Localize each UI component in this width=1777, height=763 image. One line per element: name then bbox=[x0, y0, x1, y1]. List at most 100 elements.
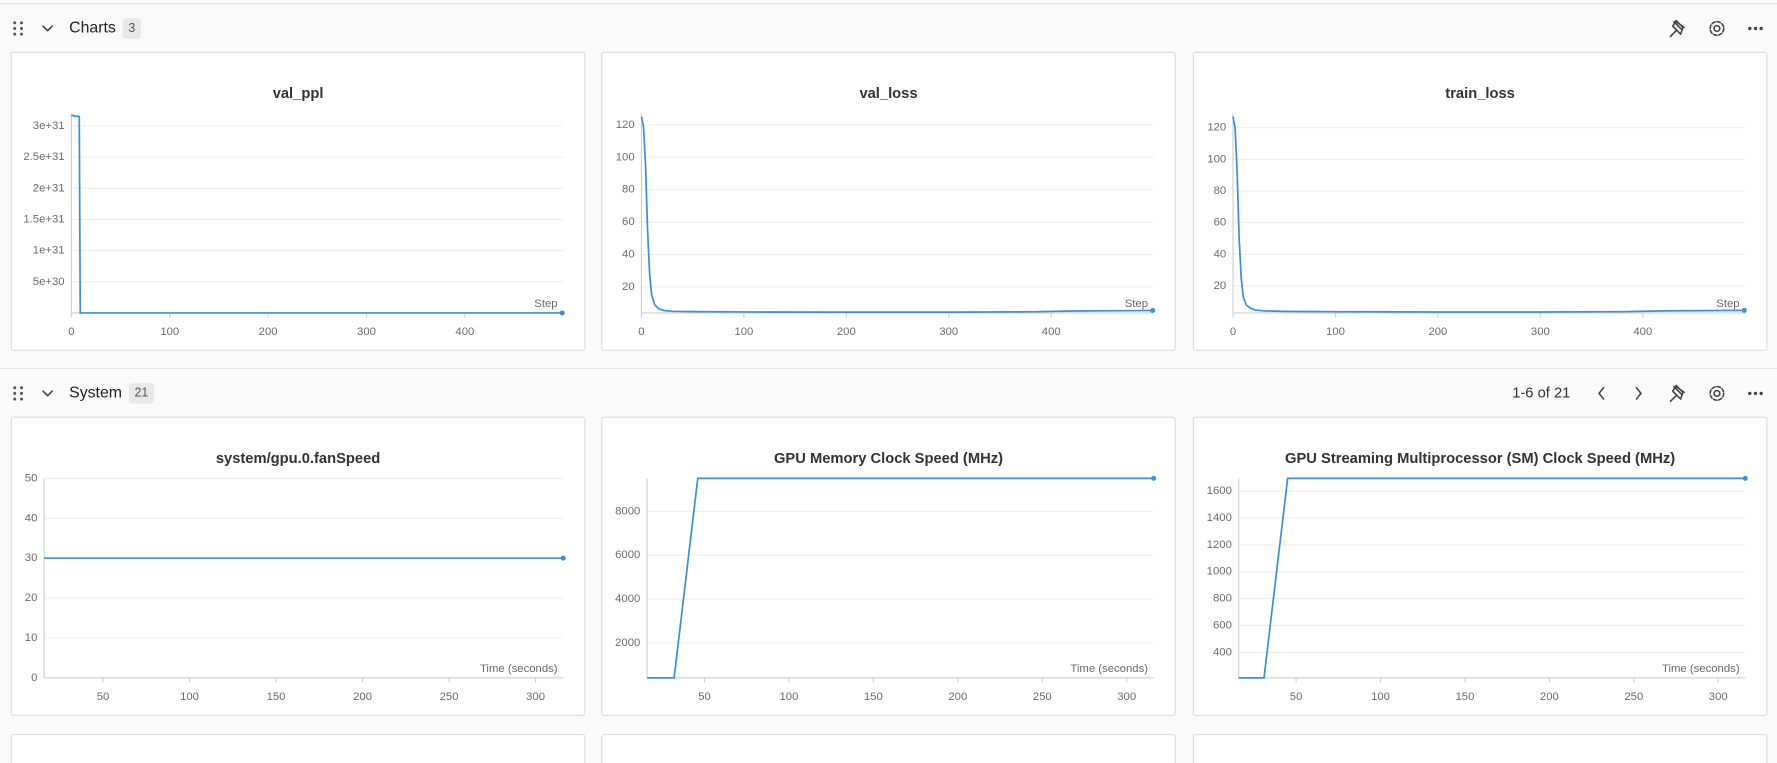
last-point bbox=[559, 310, 565, 316]
x-axis-label: Step bbox=[534, 298, 557, 310]
chart-panel[interactable] bbox=[1192, 51, 1768, 351]
settings-icon[interactable] bbox=[1709, 385, 1725, 401]
x-tick-label: 150 bbox=[267, 691, 286, 703]
y-tick-label: 120 bbox=[1207, 122, 1226, 134]
more-icon[interactable] bbox=[1759, 391, 1763, 396]
y-tick-label: 40 bbox=[25, 512, 38, 524]
settings-icon[interactable] bbox=[1713, 389, 1721, 398]
x-tick-label: 200 bbox=[948, 691, 967, 703]
y-tick-label: 40 bbox=[1214, 248, 1227, 260]
series-line bbox=[647, 477, 1154, 679]
x-tick-label: 200 bbox=[1540, 691, 1559, 703]
y-tick-label: 20 bbox=[1214, 280, 1227, 292]
drag-handle-dot bbox=[20, 397, 24, 401]
y-tick-label: 1000 bbox=[1207, 566, 1232, 578]
count-badge bbox=[128, 383, 154, 404]
prev-page[interactable] bbox=[1598, 386, 1605, 400]
y-tick-label: 2000 bbox=[615, 637, 640, 649]
y-tick-label: 20 bbox=[25, 592, 38, 604]
last-point bbox=[1742, 475, 1748, 481]
pin-icon[interactable] bbox=[1669, 19, 1685, 38]
y-tick-label: 20 bbox=[622, 281, 635, 293]
settings-icon[interactable] bbox=[1713, 24, 1721, 33]
chart-title: system/gpu.0.fanSpeed bbox=[216, 451, 380, 467]
drag-handle-dot bbox=[13, 397, 17, 401]
chart-title: val_ppl bbox=[273, 86, 324, 102]
x-tick-label: 0 bbox=[68, 326, 74, 338]
y-tick-label: 80 bbox=[1214, 185, 1227, 197]
x-tick-label: 150 bbox=[864, 691, 883, 703]
pagination: 1-6 of 21 bbox=[1512, 385, 1570, 401]
y-tick-label: 1.5e+31 bbox=[23, 213, 64, 225]
next-page[interactable] bbox=[1635, 386, 1642, 400]
collapse-chevron[interactable] bbox=[42, 25, 53, 32]
chart-panel[interactable] bbox=[601, 416, 1176, 716]
panel[interactable] bbox=[1192, 733, 1768, 763]
x-tick-label: 50 bbox=[97, 691, 110, 703]
chart-panel[interactable] bbox=[10, 51, 586, 351]
x-axis-label: Step bbox=[1716, 298, 1739, 310]
x-tick-label: 150 bbox=[1456, 691, 1475, 703]
y-tick-label: 0 bbox=[31, 672, 37, 684]
more-icon[interactable] bbox=[1748, 26, 1752, 31]
x-tick-label: 300 bbox=[1709, 691, 1728, 703]
y-tick-label: 80 bbox=[622, 184, 635, 196]
section-count: 21 bbox=[134, 386, 148, 400]
x-tick-label: 300 bbox=[939, 326, 958, 338]
x-tick-label: 0 bbox=[1230, 326, 1236, 338]
drag-handle-dot bbox=[13, 386, 17, 390]
last-point bbox=[1150, 308, 1156, 313]
x-axis-label: Time (seconds) bbox=[1662, 663, 1740, 675]
x-tick-label: 200 bbox=[353, 691, 372, 703]
drag-handle-dot bbox=[13, 32, 17, 36]
more-icon[interactable] bbox=[1753, 26, 1758, 31]
panel[interactable] bbox=[601, 733, 1176, 763]
x-tick-label: 250 bbox=[440, 691, 459, 703]
y-tick-label: 60 bbox=[622, 216, 635, 228]
x-tick-label: 0 bbox=[638, 326, 644, 338]
series-line bbox=[1238, 477, 1746, 679]
y-tick-label: 1400 bbox=[1207, 512, 1232, 524]
x-tick-label: 400 bbox=[1042, 326, 1061, 338]
y-tick-label: 2e+31 bbox=[33, 182, 65, 194]
x-tick-label: 100 bbox=[779, 691, 798, 703]
y-tick-label: 1200 bbox=[1207, 539, 1232, 551]
x-tick-label: 200 bbox=[259, 326, 278, 338]
x-tick-label: 400 bbox=[455, 326, 474, 338]
more-icon[interactable] bbox=[1753, 391, 1758, 396]
y-tick-label: 5e+30 bbox=[33, 276, 65, 288]
chart-title: val_loss bbox=[859, 86, 917, 102]
y-tick-label: 6000 bbox=[615, 549, 640, 561]
more-icon[interactable] bbox=[1759, 26, 1763, 31]
drag-handle-dot bbox=[20, 27, 24, 30]
drag-handle-dot bbox=[20, 21, 24, 25]
y-tick-label: 800 bbox=[1213, 593, 1232, 605]
settings-icon[interactable] bbox=[1709, 20, 1725, 37]
x-axis-label: Step bbox=[1125, 298, 1148, 310]
x-tick-label: 250 bbox=[1033, 691, 1052, 703]
collapse-chevron[interactable] bbox=[42, 390, 53, 397]
x-tick-label: 100 bbox=[160, 326, 179, 338]
x-tick-label: 200 bbox=[1428, 326, 1447, 338]
panel[interactable] bbox=[10, 733, 586, 763]
x-tick-label: 100 bbox=[1371, 691, 1390, 703]
y-tick-label: 10 bbox=[25, 632, 38, 644]
x-tick-label: 300 bbox=[357, 326, 376, 338]
x-tick-label: 50 bbox=[698, 691, 711, 703]
x-tick-label: 300 bbox=[1531, 326, 1550, 338]
chart-title: GPU Streaming Multiprocessor (SM) Clock … bbox=[1285, 451, 1675, 467]
y-tick-label: 400 bbox=[1213, 646, 1232, 658]
x-tick-label: 100 bbox=[734, 326, 753, 338]
pin-icon[interactable] bbox=[1669, 384, 1685, 403]
chart-panel[interactable] bbox=[10, 416, 586, 716]
x-tick-label: 300 bbox=[1117, 691, 1136, 703]
y-tick-label: 100 bbox=[1207, 153, 1226, 165]
drag-handle-dot bbox=[13, 21, 17, 25]
more-icon[interactable] bbox=[1748, 391, 1752, 396]
chart-title: train_loss bbox=[1445, 86, 1515, 102]
y-tick-label: 1e+31 bbox=[33, 245, 65, 257]
series-line bbox=[1232, 116, 1745, 313]
y-tick-label: 30 bbox=[25, 552, 38, 564]
chart-panel[interactable] bbox=[601, 51, 1176, 351]
